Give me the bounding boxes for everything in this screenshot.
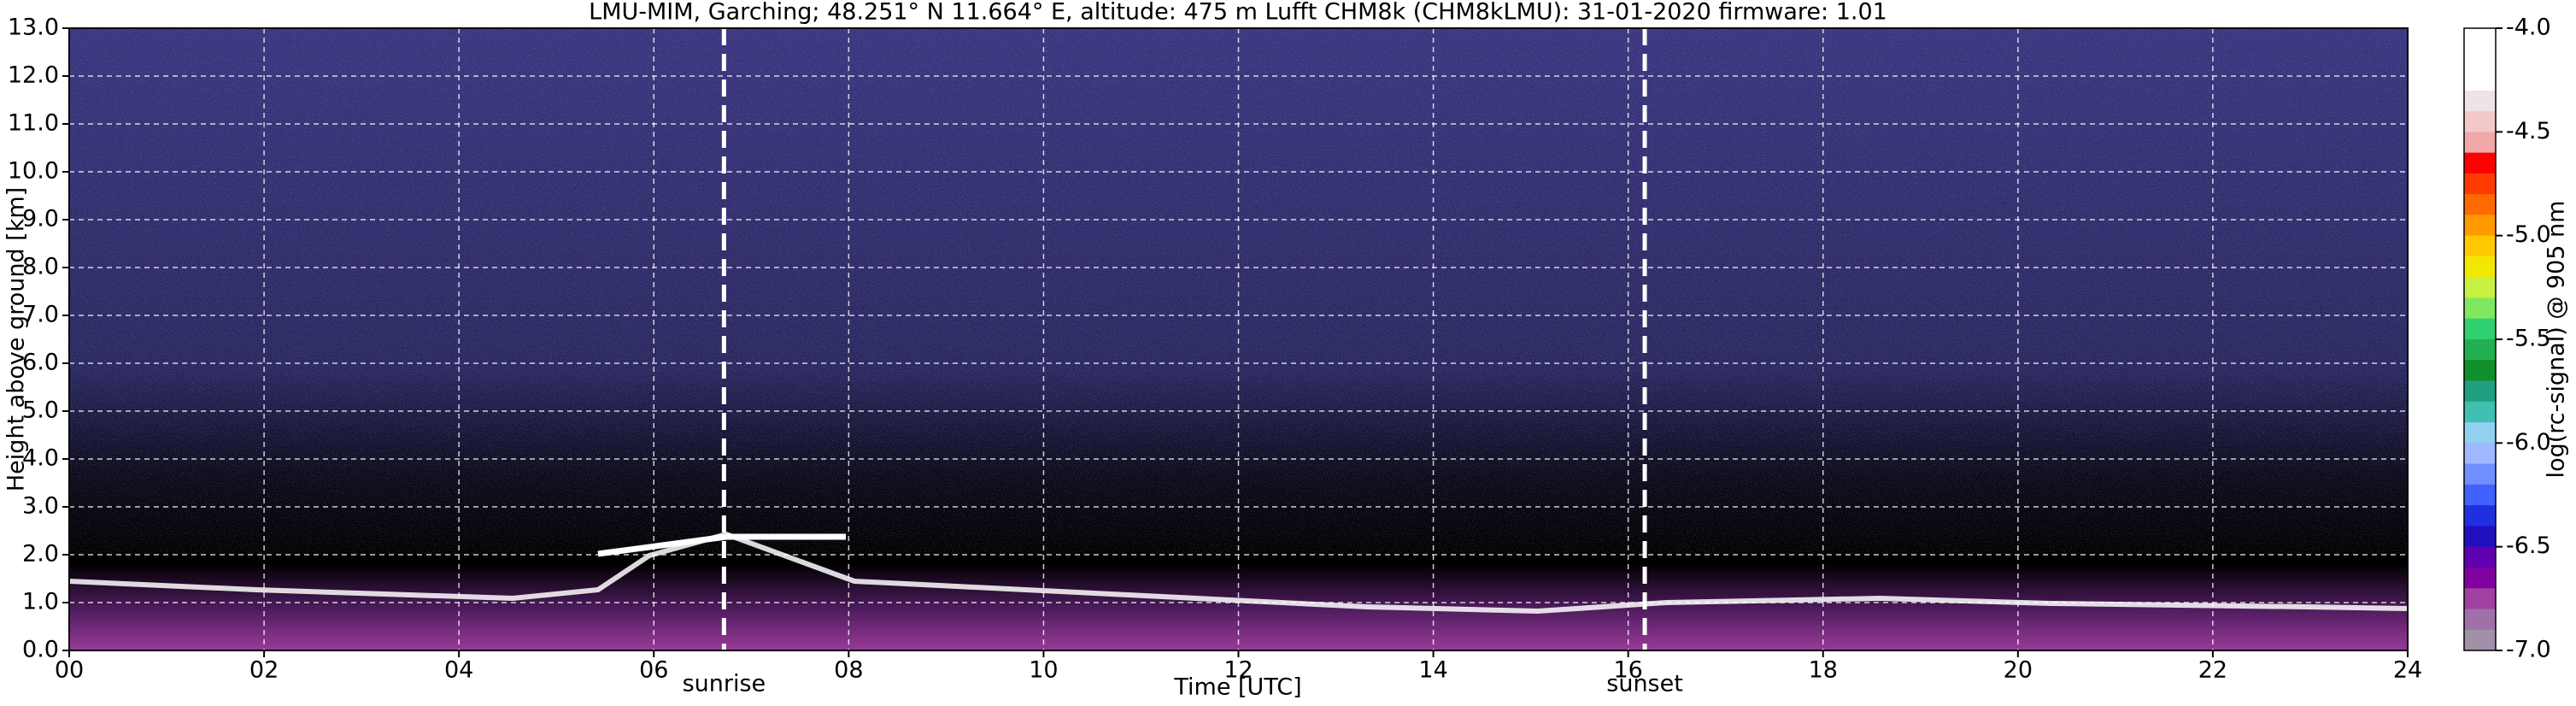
y-tick-label: 13.0 (8, 15, 59, 41)
colorbar-segment (2464, 132, 2496, 154)
y-tick-label: 11.0 (8, 110, 59, 137)
colorbar-segment (2464, 339, 2496, 361)
event-label: sunrise (683, 671, 766, 697)
colorbar-segment (2464, 505, 2496, 527)
colorbar-segment (2464, 629, 2496, 651)
x-tick-label: 02 (249, 657, 279, 684)
colorbar-label: log(rc-signal) @ 905 nm (2544, 201, 2570, 479)
colorbar-segment (2464, 69, 2496, 91)
y-tick-label: 1.0 (22, 589, 59, 615)
x-tick-label: 06 (639, 657, 668, 684)
colorbar-segment (2464, 256, 2496, 278)
y-tick-label: 7.0 (22, 302, 59, 328)
x-tick-label: 16 (1613, 657, 1642, 684)
y-tick-label: 12.0 (8, 62, 59, 89)
colorbar-segment (2464, 401, 2496, 423)
y-tick-label: 6.0 (22, 350, 59, 376)
colorbar-segment (2464, 422, 2496, 444)
y-tick-label: 5.0 (22, 397, 59, 424)
colorbar-segment (2464, 609, 2496, 631)
x-tick-label: 04 (444, 657, 473, 684)
y-tick-label: 10.0 (8, 158, 59, 185)
colorbar-tick-label: -4.5 (2506, 118, 2551, 144)
colorbar-segment (2464, 152, 2496, 174)
x-tick-label: 14 (1418, 657, 1447, 684)
colorbar-segment (2464, 90, 2496, 112)
colorbar-segment (2464, 194, 2496, 215)
y-axis-label: Height above ground [km] (3, 187, 30, 491)
x-tick-label: 22 (2198, 657, 2227, 684)
colorbar-segment (2464, 443, 2496, 465)
x-tick-label: 20 (2004, 657, 2033, 684)
colorbar-segment (2464, 546, 2496, 568)
x-tick-label: 10 (1029, 657, 1058, 684)
colorbar-segment (2464, 380, 2496, 403)
colorbar-segment (2464, 567, 2496, 589)
colorbar-tick-label: -4.0 (2506, 15, 2551, 41)
x-tick-label: 08 (834, 657, 863, 684)
cloud-layer-texture (68, 531, 2409, 615)
colorbar-tick-label: -6.5 (2506, 532, 2551, 559)
x-tick-label: 24 (2393, 657, 2422, 684)
colorbar-segment (2464, 526, 2496, 548)
chart-title: LMU-MIM, Garching; 48.251° N 11.664° E, … (589, 0, 1887, 26)
colorbar-segment (2464, 277, 2496, 298)
y-tick-label: 0.0 (22, 637, 59, 663)
colorbar-segment (2464, 28, 2496, 50)
colorbar-segment (2464, 318, 2496, 340)
y-tick-label: 9.0 (22, 206, 59, 232)
colorbar-segment (2464, 588, 2496, 609)
plot-frame (68, 27, 2409, 651)
colorbar-segment (2464, 173, 2496, 195)
colorbar-segment (2464, 215, 2496, 237)
colorbar-segment (2464, 360, 2496, 382)
colorbar-tick-label: -5.5 (2506, 326, 2551, 352)
colorbar-segment (2464, 297, 2496, 320)
y-tick-label: 8.0 (22, 254, 59, 280)
colorbar-tick-label: -6.0 (2506, 429, 2551, 456)
colorbar-segment (2464, 463, 2496, 485)
colorbar-segment (2464, 484, 2496, 506)
x-tick-label: 18 (1809, 657, 1838, 684)
x-axis-label: Time [UTC] (1173, 674, 1301, 701)
y-tick-label: 3.0 (22, 493, 59, 520)
colorbar-tick-label: -7.0 (2506, 637, 2551, 663)
colorbar-segment (2464, 49, 2496, 71)
y-tick-label: 4.0 (22, 445, 59, 472)
colorbar-segment (2464, 235, 2496, 257)
cloud-layer-texture (597, 533, 846, 557)
x-tick-label: 00 (55, 657, 84, 684)
colorbar-tick-label: -5.0 (2506, 221, 2551, 248)
x-tick-label: 12 (1223, 657, 1253, 684)
colorbar-segment (2464, 111, 2496, 132)
y-tick-label: 2.0 (22, 541, 59, 568)
event-label: sunset (1606, 671, 1683, 697)
